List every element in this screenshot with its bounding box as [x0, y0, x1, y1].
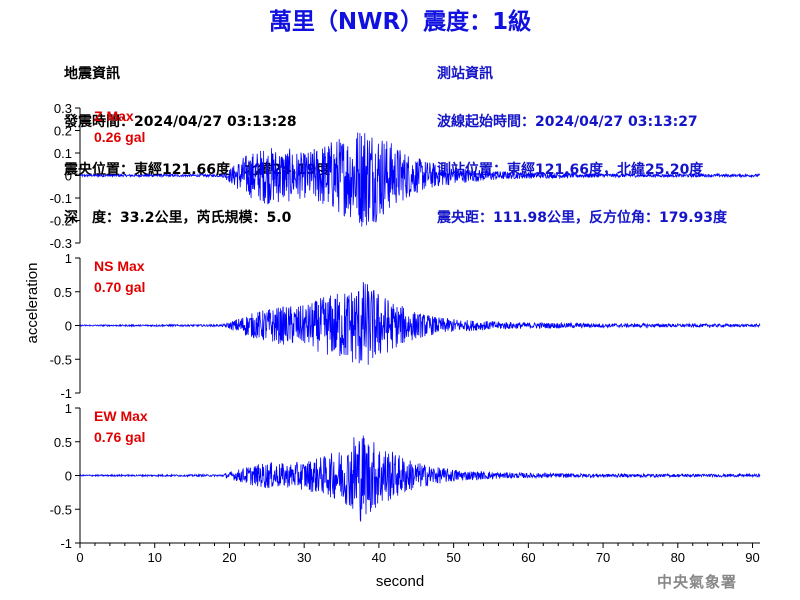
y-tick-label: 0.5 [54, 285, 72, 300]
x-tick-label: 90 [745, 550, 759, 565]
waveform-z [79, 132, 761, 227]
y-tick-label: 0.5 [54, 435, 72, 450]
y-tick-label: -0.5 [50, 502, 72, 517]
x-tick-label: 60 [521, 550, 535, 565]
station-distance: 震央距：111.98公里，反方位角：179.93度 [437, 210, 728, 226]
x-tick-label: 50 [446, 550, 460, 565]
y-tick-label: -0.3 [50, 236, 72, 251]
max-value-ew: 0.76 gal [94, 429, 145, 445]
x-tick-label: 40 [372, 550, 386, 565]
page-title: 萬里（NWR）震度：1級 [268, 9, 532, 35]
y-axis-title: acceleration [24, 263, 41, 344]
event-origin-time: 發震時間：2024/04/27 03:13:28 [64, 114, 297, 130]
y-tick-label: -0.1 [50, 191, 72, 206]
y-tick-label: 0.2 [54, 124, 72, 139]
event-depth-magnitude: 深 度：33.2公里，芮氏規模：5.0 [64, 210, 292, 226]
max-value-z: 0.26 gal [94, 129, 145, 145]
y-tick-label: -0.2 [50, 214, 72, 229]
max-label-z: Z Max [94, 108, 134, 124]
agency-label: 中央氣象署 [657, 573, 738, 591]
waveform-ew [79, 435, 761, 522]
waveform-ns [79, 281, 761, 365]
x-tick-label: 20 [222, 550, 236, 565]
y-tick-label: 0 [65, 469, 72, 484]
x-tick-label: 70 [596, 550, 610, 565]
y-tick-label: 0.3 [54, 101, 72, 116]
x-tick-label: 80 [671, 550, 685, 565]
max-label-ew: EW Max [94, 408, 148, 424]
y-tick-label: 1 [65, 251, 72, 266]
y-tick-label: -1 [60, 386, 72, 401]
y-tick-label: 0 [65, 169, 72, 184]
y-tick-label: -1 [60, 536, 72, 551]
station-wave-start: 波線起始時間：2024/04/27 03:13:27 [437, 114, 698, 130]
max-label-ns: NS Max [94, 258, 145, 274]
y-tick-label: -0.5 [50, 352, 72, 367]
x-tick-label: 10 [147, 550, 161, 565]
station-info-heading: 測站資訊 [437, 66, 493, 82]
x-tick-label: 30 [297, 550, 311, 565]
y-tick-label: 0 [65, 319, 72, 334]
x-tick-label: 0 [76, 550, 83, 565]
station-info: 測站資訊 波線起始時間：2024/04/27 03:13:27 測站位置：東經1… [437, 34, 727, 242]
max-value-ns: 0.70 gal [94, 279, 145, 295]
y-tick-label: 1 [65, 401, 72, 416]
y-tick-label: 0.1 [54, 146, 72, 161]
x-axis-title: second [376, 573, 424, 590]
event-info-heading: 地震資訊 [64, 66, 120, 82]
